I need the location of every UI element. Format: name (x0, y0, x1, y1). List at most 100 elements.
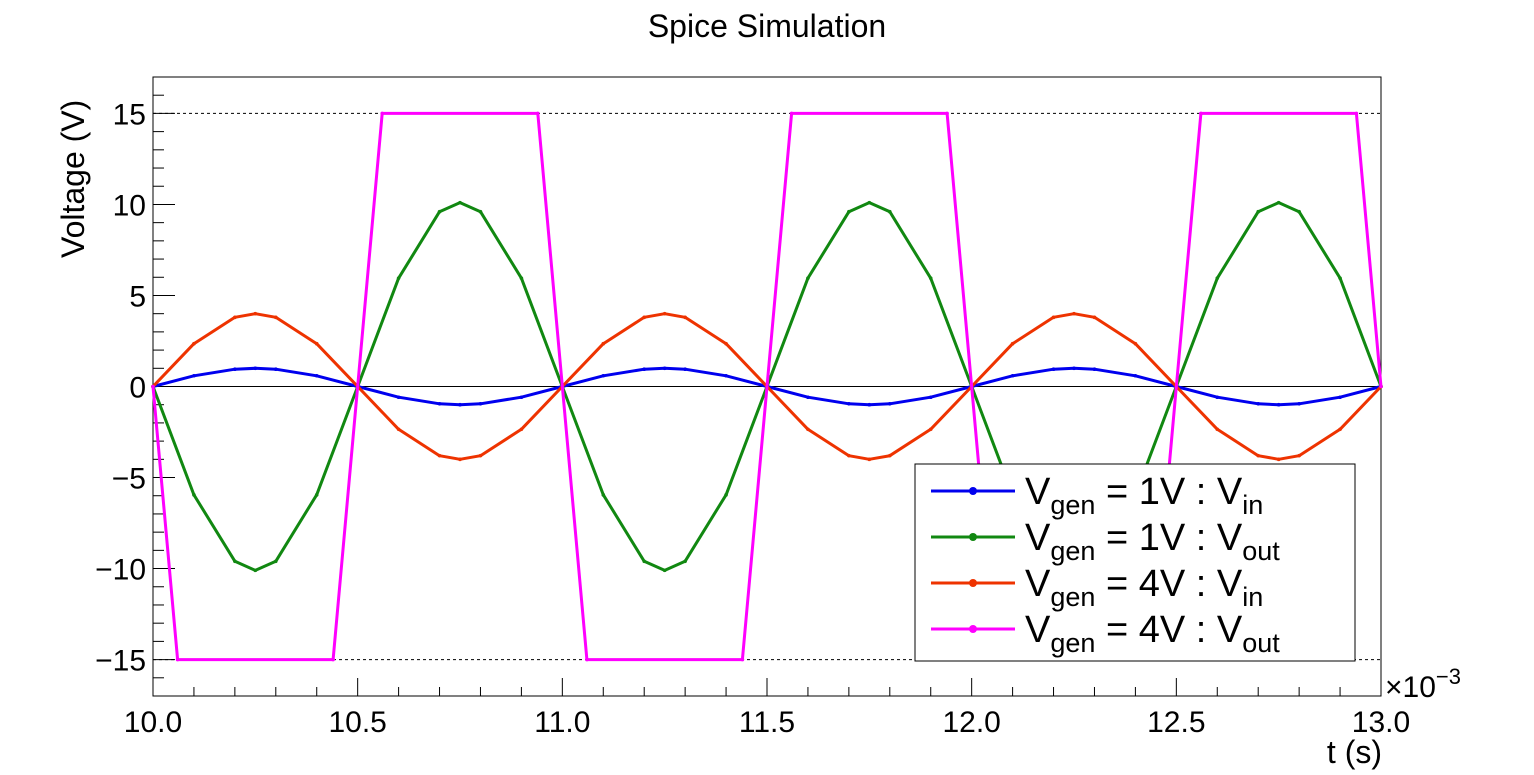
y-tick-label: 0 (129, 372, 146, 405)
series-line (151, 111, 1383, 662)
legend-subscript: out (1242, 536, 1280, 566)
data-point (867, 200, 872, 205)
legend-marker (969, 533, 977, 541)
data-point (724, 493, 728, 497)
data-point (253, 366, 258, 371)
data-point (331, 657, 335, 662)
data-point (642, 559, 646, 564)
data-point (1072, 366, 1076, 371)
y-axis-title: Voltage (V) (55, 100, 91, 258)
data-point (151, 384, 155, 389)
legend-subscript: gen (1050, 490, 1095, 520)
y-tick-label: 10 (113, 189, 146, 222)
data-point (683, 367, 687, 372)
legend-marker (969, 579, 977, 587)
legend-label-part: = 1V : V (1095, 517, 1242, 559)
x-tick-label: 13.0 (1352, 706, 1410, 739)
data-point (1256, 453, 1260, 458)
data-point (806, 276, 810, 280)
data-point (945, 111, 949, 116)
legend-label-part: V (1025, 563, 1051, 605)
x-tick-label: 11.5 (739, 706, 795, 739)
data-point (1256, 209, 1260, 214)
y-tick-label: −15 (95, 645, 146, 678)
legend-label-part: V (1025, 609, 1051, 651)
legend-label: Vgen = 1V : Vin (1025, 471, 1263, 520)
data-point (437, 453, 442, 458)
data-point (1297, 209, 1301, 214)
data-point (806, 427, 810, 432)
y-tick-label: −5 (112, 463, 146, 496)
y-tick-label: 5 (129, 280, 146, 313)
data-point (867, 457, 872, 462)
data-point (1092, 315, 1097, 320)
data-point (1010, 341, 1015, 346)
data-point (274, 367, 278, 372)
plot-area: 10.0 10.5 11.0 11.5 12.0 12.5 13.0 −15 −10 −5 0 5 10… (95, 76, 1410, 739)
data-point (789, 111, 794, 116)
data-point (396, 276, 401, 280)
data-point (478, 209, 483, 214)
data-point (458, 457, 462, 462)
data-point (1133, 341, 1138, 346)
data-point (847, 401, 851, 406)
data-point (888, 401, 892, 406)
data-point (1256, 401, 1260, 406)
legend-marker (969, 487, 977, 495)
data-point (192, 341, 196, 346)
data-point (724, 373, 728, 378)
data-point (1215, 395, 1220, 400)
legend-subscript: in (1242, 490, 1263, 520)
data-point (192, 373, 196, 378)
data-point (847, 453, 851, 458)
data-point (437, 401, 442, 406)
data-point (683, 559, 687, 564)
data-point (1338, 276, 1342, 280)
data-point (1297, 401, 1301, 406)
data-point (888, 209, 892, 214)
data-point (1297, 453, 1301, 458)
data-point (519, 395, 524, 400)
data-point (1010, 373, 1015, 378)
data-point (867, 402, 872, 407)
x-tick-label: 12.0 (942, 706, 1000, 739)
x-tick-label: 10.0 (124, 706, 182, 739)
data-point (458, 200, 462, 205)
legend-subscript: in (1242, 582, 1263, 612)
y-tick-label: −10 (95, 554, 146, 587)
data-point (662, 366, 667, 371)
data-point (233, 315, 237, 320)
data-point (601, 373, 606, 378)
x-axis-title: t (s) (1327, 734, 1382, 770)
data-point (478, 453, 483, 458)
data-point (314, 373, 319, 378)
data-point (274, 559, 278, 564)
data-point (662, 311, 667, 316)
legend-label: Vgen = 4V : Vin (1025, 563, 1263, 612)
data-point (847, 209, 851, 214)
data-point (601, 341, 606, 346)
y-tick-label: 15 (113, 98, 146, 131)
data-point (1199, 111, 1203, 116)
legend-subscript: gen (1050, 582, 1095, 612)
legend-subscript: gen (1050, 628, 1095, 658)
data-point (1379, 384, 1383, 389)
data-point (888, 453, 892, 458)
chart-title: Spice Simulation (648, 8, 886, 44)
x-axis-multiplier: ×10−3 (1385, 664, 1461, 704)
data-point (642, 367, 646, 372)
data-point (437, 209, 442, 214)
data-point (1338, 395, 1342, 400)
x-tick-label: 11.0 (534, 706, 590, 739)
data-point (1051, 367, 1056, 372)
data-point (458, 402, 462, 407)
data-point (1276, 402, 1281, 407)
data-point (314, 493, 319, 497)
data-point (1338, 427, 1342, 432)
data-point (642, 315, 646, 320)
data-point (192, 493, 196, 497)
data-point (1354, 111, 1359, 116)
data-point (740, 657, 745, 662)
